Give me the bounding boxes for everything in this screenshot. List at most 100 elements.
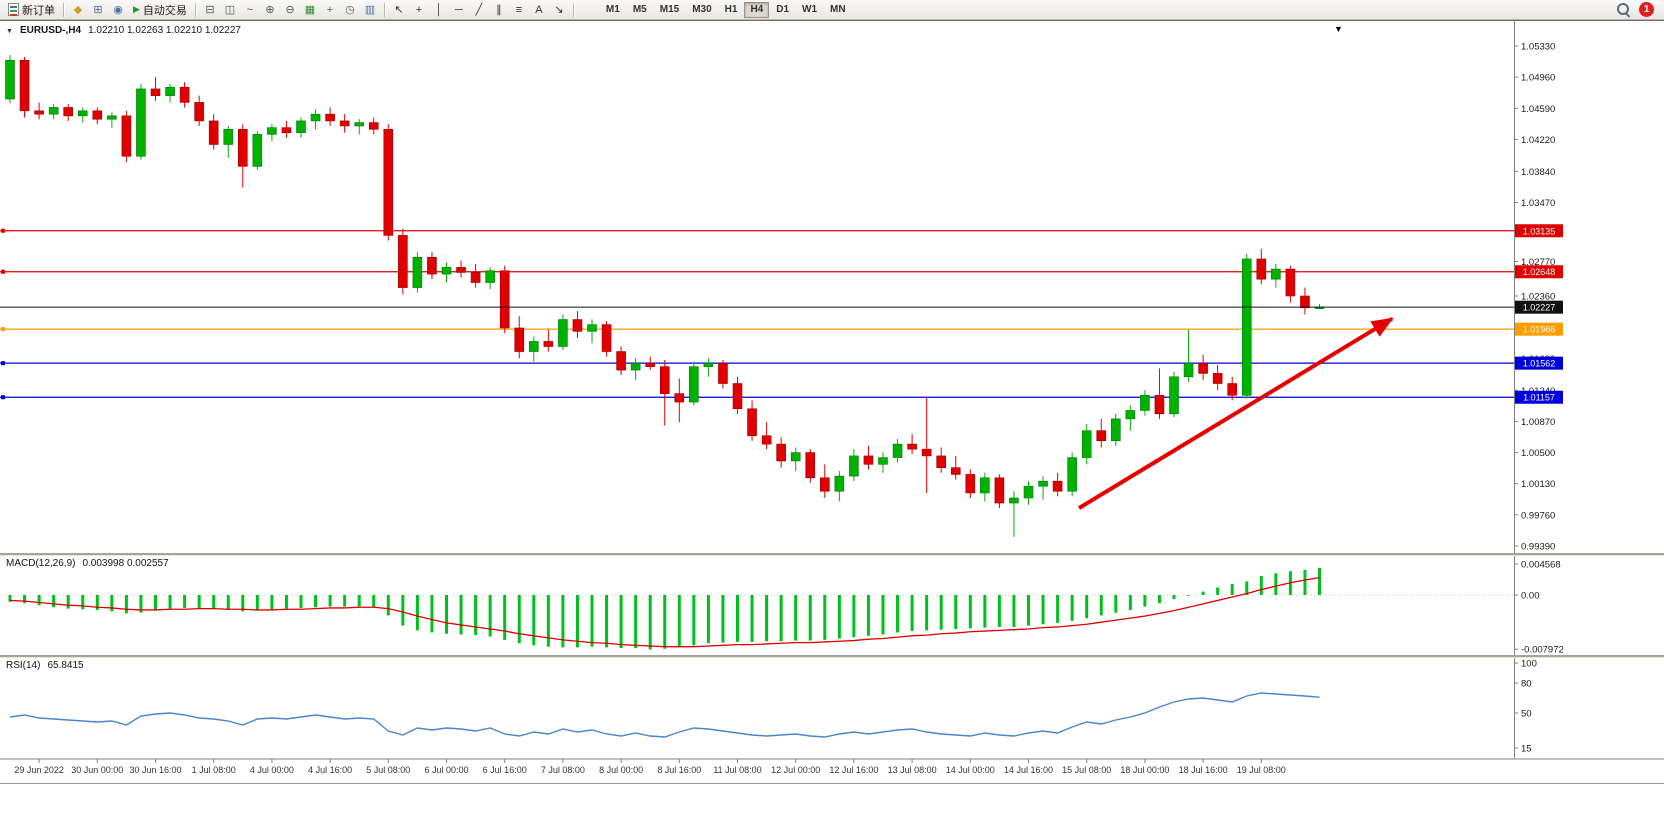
toolbar-group-windows: ◆ ⊞ ◉ (68, 0, 128, 19)
price-scale[interactable]: 1.05330 1.04960 1.04590 1.04220 1.03840 1.034… (1514, 42, 1563, 553)
toolbar-separator (194, 2, 196, 17)
svg-text:19 Jul 08:00: 19 Jul 08:00 (1237, 765, 1286, 775)
toolbar-separator (572, 2, 574, 17)
svg-text:4 Jul 00:00: 4 Jul 00:00 (250, 765, 294, 775)
toolbar-group-chart-tools: ⊟ ◫ ~ ⊕ ⊖ ▦ + ◷ ▥ (200, 0, 380, 19)
text-icon[interactable]: A (529, 1, 549, 19)
price-badge (1515, 224, 1563, 238)
svg-text:8 Jul 16:00: 8 Jul 16:00 (657, 765, 701, 775)
svg-text:11 Jul 08:00: 11 Jul 08:00 (713, 765, 761, 775)
svg-text:1.01966: 1.01966 (1523, 325, 1556, 335)
price-badge (1515, 322, 1563, 336)
timeframe-mn[interactable]: MN (824, 2, 852, 18)
timeframe-m30[interactable]: M30 (686, 2, 717, 18)
new-order-button[interactable]: 新订单 (4, 1, 59, 19)
svg-text:1.03135: 1.03135 (1523, 226, 1556, 236)
search-icon[interactable] (1616, 2, 1631, 17)
price-level-lines (0, 228, 1514, 400)
chart-window: 1.05330 1.04960 1.04590 1.04220 1.03840 1.034… (0, 20, 1664, 784)
price-badge (1515, 300, 1563, 314)
rsi-line (9, 692, 1320, 738)
price-badge (1515, 390, 1563, 404)
vertical-line-icon[interactable]: │ (429, 1, 449, 19)
svg-text:50: 50 (1521, 709, 1532, 720)
messages-icon[interactable]: ◉ (108, 1, 128, 19)
metaquotes-icon[interactable]: ◆ (68, 1, 88, 19)
notification-badge[interactable]: 1 (1639, 2, 1654, 17)
candlestick-chart-icon[interactable]: ◫ (220, 1, 240, 19)
svg-text:30 Jun 00:00: 30 Jun 00:00 (71, 765, 123, 775)
fibonacci-icon[interactable]: ≡ (509, 1, 529, 19)
svg-text:5 Jul 08:00: 5 Jul 08:00 (366, 765, 410, 775)
svg-text:8 Jul 00:00: 8 Jul 00:00 (599, 765, 643, 775)
line-edge-marker (1, 228, 5, 233)
zoom-in-icon[interactable]: ⊕ (260, 1, 280, 19)
line-chart-icon[interactable]: ~ (240, 1, 260, 19)
svg-text:1.05330: 1.05330 (1521, 42, 1555, 53)
panel-splitter[interactable] (0, 553, 1664, 555)
svg-text:1.03470: 1.03470 (1521, 198, 1555, 209)
line-edge-marker (1, 395, 5, 400)
svg-text:1 Jul 08:00: 1 Jul 08:00 (192, 765, 236, 775)
templates-icon[interactable]: ▥ (360, 1, 380, 19)
price-badge (1515, 356, 1563, 370)
crosshair-icon[interactable]: + (409, 1, 429, 19)
candlesticks (5, 55, 1325, 537)
time-scale[interactable]: 29 Jun 2022 30 Jun 00:00 30 Jun 16:00 1 Jul… (14, 759, 1286, 775)
bar-chart-icon[interactable]: ⊟ (200, 1, 220, 19)
line-edge-marker (1, 269, 5, 274)
chart-dropdown-arrow-icon[interactable]: ▼ (1334, 24, 1343, 34)
svg-text:12 Jul 00:00: 12 Jul 00:00 (771, 765, 820, 775)
svg-text:-0.007972: -0.007972 (1521, 645, 1564, 656)
horizontal-line-icon[interactable]: ─ (449, 1, 469, 19)
channel-icon[interactable]: ∥ (489, 1, 509, 19)
svg-text:1.04960: 1.04960 (1521, 73, 1555, 84)
svg-text:15: 15 (1521, 744, 1532, 755)
svg-text:0.99390: 0.99390 (1521, 541, 1555, 552)
svg-text:0.00: 0.00 (1521, 591, 1540, 602)
line-edge-marker (1, 327, 5, 332)
add-indicator-icon[interactable]: + (320, 1, 340, 19)
svg-text:15 Jul 08:00: 15 Jul 08:00 (1062, 765, 1111, 775)
new-order-icon (8, 3, 19, 16)
chart-canvas: 1.05330 1.04960 1.04590 1.04220 1.03840 1.034… (0, 21, 1664, 775)
timeframe-m5[interactable]: M5 (627, 2, 653, 18)
svg-text:29 Jun 2022: 29 Jun 2022 (14, 765, 64, 775)
toolbar-separator (383, 2, 385, 17)
svg-text:6 Jul 16:00: 6 Jul 16:00 (483, 765, 527, 775)
cursor-icon[interactable]: ↖ (389, 1, 409, 19)
arrows-icon[interactable]: ↘ (549, 1, 569, 19)
autotrading-button[interactable]: ▶ 自动交易 (129, 1, 191, 19)
timeframe-h1[interactable]: H1 (719, 2, 744, 18)
periods-icon[interactable]: ◷ (340, 1, 360, 19)
trend-arrow[interactable] (1077, 316, 1394, 510)
toolbar-separator (63, 2, 64, 17)
zoom-out-icon[interactable]: ⊖ (280, 1, 300, 19)
timeframe-m15[interactable]: M15 (654, 2, 685, 18)
svg-text:1.00870: 1.00870 (1521, 417, 1555, 428)
toolbar-group-drawing-tools: ↖ + │ ─ ╱ ∥ ≡ A ↘ (389, 0, 569, 19)
timeframe-m1[interactable]: M1 (600, 2, 626, 18)
trendline-icon[interactable]: ╱ (469, 1, 489, 19)
svg-text:1.02648: 1.02648 (1523, 267, 1556, 277)
svg-text:1.02360: 1.02360 (1521, 291, 1555, 302)
collapse-arrow-icon[interactable]: ▼ (6, 28, 13, 35)
macd-signal-line (9, 576, 1320, 648)
tile-windows-icon[interactable]: ▦ (300, 1, 320, 19)
svg-text:14 Jul 16:00: 14 Jul 16:00 (1004, 765, 1053, 775)
svg-text:1.03840: 1.03840 (1521, 167, 1555, 178)
timeframe-h4[interactable]: H4 (744, 1, 770, 18)
svg-text:0.004568: 0.004568 (1521, 559, 1561, 570)
panel-splitter[interactable] (0, 655, 1664, 657)
svg-text:1.01157: 1.01157 (1523, 393, 1555, 403)
svg-text:1.00500: 1.00500 (1521, 448, 1555, 459)
timeframe-d1[interactable]: D1 (770, 2, 795, 18)
svg-text:100: 100 (1521, 659, 1537, 670)
charts-window-icon[interactable]: ⊞ (88, 1, 108, 19)
main-toolbar: 新订单 ◆ ⊞ ◉ ▶ 自动交易 ⊟ ◫ ~ ⊕ ⊖ ▦ + ◷ ▥ ↖ + │ ─ ╱ ∥ ≡ A ↘ M1 M5 M… (0, 0, 1664, 20)
line-edge-marker (1, 361, 5, 366)
timeframe-bar: M1 M5 M15 M30 H1 H4 D1 W1 MN (600, 1, 852, 18)
svg-text:6 Jul 00:00: 6 Jul 00:00 (424, 765, 468, 775)
timeframe-w1[interactable]: W1 (796, 2, 823, 18)
svg-text:1.00130: 1.00130 (1521, 479, 1555, 490)
